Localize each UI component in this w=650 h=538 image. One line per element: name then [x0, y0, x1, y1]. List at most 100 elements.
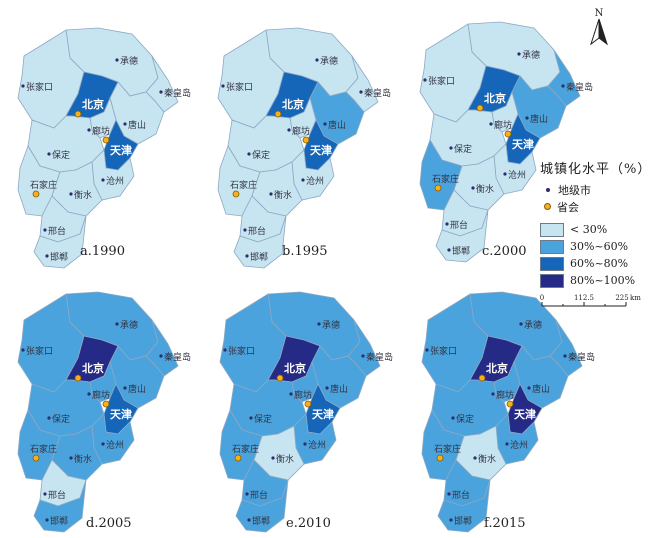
city-dot-icon — [473, 456, 477, 460]
city-label: 天津 — [110, 407, 132, 421]
city-label: 唐山 — [128, 119, 146, 131]
city-label: 张家口 — [26, 81, 53, 93]
city-label: 廊坊 — [92, 125, 110, 137]
city-dot-icon — [43, 228, 47, 232]
city-label: 邢台 — [248, 225, 266, 237]
city-label: 承德 — [522, 49, 540, 61]
north-arrow-label: N — [595, 8, 604, 19]
city-label: 保定 — [52, 413, 70, 425]
city-label: 北京 — [82, 97, 104, 111]
city-dot-icon — [449, 518, 453, 522]
city-dot-icon — [243, 228, 247, 232]
city-label: 廊坊 — [294, 389, 312, 401]
city-label: 承德 — [320, 55, 338, 67]
capital-dot-icon — [276, 374, 284, 382]
city-dot-icon — [527, 386, 531, 390]
city-label: 张家口 — [430, 345, 457, 357]
city-label: 秦皇岛 — [568, 351, 595, 363]
city-dot-icon — [489, 122, 493, 126]
city-dot-icon — [359, 90, 363, 94]
city-dot-icon — [249, 416, 253, 420]
city-label: 唐山 — [128, 383, 146, 395]
city-label: 衡水 — [476, 183, 494, 195]
city-label: 邢台 — [48, 225, 66, 237]
city-label: 沧州 — [508, 169, 526, 181]
legend-class-60-80: 60%~80% — [540, 255, 648, 272]
city-label: 北京 — [82, 361, 104, 375]
legend-city-label: 地级市 — [558, 183, 591, 197]
legend-class-30-60: 30%~60% — [540, 238, 648, 255]
legend-title: 城镇化水平（%） — [540, 162, 650, 177]
city-dot-icon — [447, 492, 451, 496]
city-label: 秦皇岛 — [366, 351, 393, 363]
city-label: 邢台 — [450, 219, 468, 231]
city-dot-icon — [425, 348, 429, 352]
city-dot-icon — [47, 152, 51, 156]
panel-label-2: c.2000 — [482, 244, 527, 259]
city-dot-icon — [471, 186, 475, 190]
city-dot-icon — [517, 52, 521, 56]
scale-bar: 0 112.5 225 km — [540, 294, 641, 307]
panel-label-3: d.2005 — [86, 516, 132, 531]
city-label: 秦皇岛 — [566, 81, 593, 93]
city-label: 天津 — [514, 407, 536, 421]
city-label: 邢台 — [452, 489, 470, 501]
north-arrow-icon: N — [590, 8, 608, 46]
city-label: 秦皇岛 — [364, 87, 391, 99]
city-label: 石家庄 — [432, 173, 459, 185]
city-dot-icon — [245, 254, 249, 258]
city-label: 沧州 — [106, 439, 124, 451]
city-dot-icon — [449, 146, 453, 150]
city-dot-icon — [447, 248, 451, 252]
capital-dot-icon — [234, 454, 242, 462]
city-label: 邯郸 — [50, 251, 68, 263]
city-label: 邯郸 — [252, 515, 270, 527]
city-dot-icon — [47, 416, 51, 420]
city-label: 石家庄 — [434, 443, 461, 455]
city-dot-icon — [43, 492, 47, 496]
capital-dot-icon — [232, 190, 240, 198]
city-dot-icon — [323, 122, 327, 126]
city-dot-icon — [123, 122, 127, 126]
city-label: 保定 — [456, 413, 474, 425]
city-label: 石家庄 — [30, 179, 57, 191]
city-label: 承德 — [524, 319, 542, 331]
capital-dot-icon — [102, 136, 110, 144]
city-label: 天津 — [512, 137, 534, 151]
city-dot-icon — [45, 518, 49, 522]
capital-dot-icon — [274, 110, 282, 118]
city-label: 北京 — [486, 361, 508, 375]
city-label: 张家口 — [226, 81, 253, 93]
city-dot-icon — [361, 354, 365, 358]
city-dot-icon — [423, 78, 427, 82]
scale-tick-1: 112.5 — [574, 294, 594, 302]
city-label: 保定 — [454, 143, 472, 155]
city-label: 唐山 — [330, 383, 348, 395]
city-dot-icon — [45, 254, 49, 258]
capital-dot-icon — [302, 136, 310, 144]
city-dot-icon — [101, 178, 105, 182]
capital-dot-icon — [74, 110, 82, 118]
city-label: 衡水 — [478, 453, 496, 465]
city-label: 承德 — [120, 55, 138, 67]
city-label: 廊坊 — [292, 125, 310, 137]
scale-tick-0: 0 — [540, 294, 544, 302]
legend-swatch — [540, 222, 564, 237]
city-label: 邯郸 — [452, 245, 470, 257]
city-dot-icon — [269, 192, 273, 196]
city-label: 承德 — [322, 319, 340, 331]
city-label: 衡水 — [276, 453, 294, 465]
city-label: 秦皇岛 — [164, 351, 191, 363]
city-dot-icon — [491, 392, 495, 396]
city-dot-icon — [21, 84, 25, 88]
capital-dot-icon — [506, 400, 514, 408]
city-label: 邢台 — [48, 489, 66, 501]
city-label: 衡水 — [74, 189, 92, 201]
city-label: 沧州 — [306, 175, 324, 187]
city-dot-icon — [503, 172, 507, 176]
city-dot-icon — [445, 222, 449, 226]
legend-class-label: 30%~60% — [570, 240, 629, 253]
